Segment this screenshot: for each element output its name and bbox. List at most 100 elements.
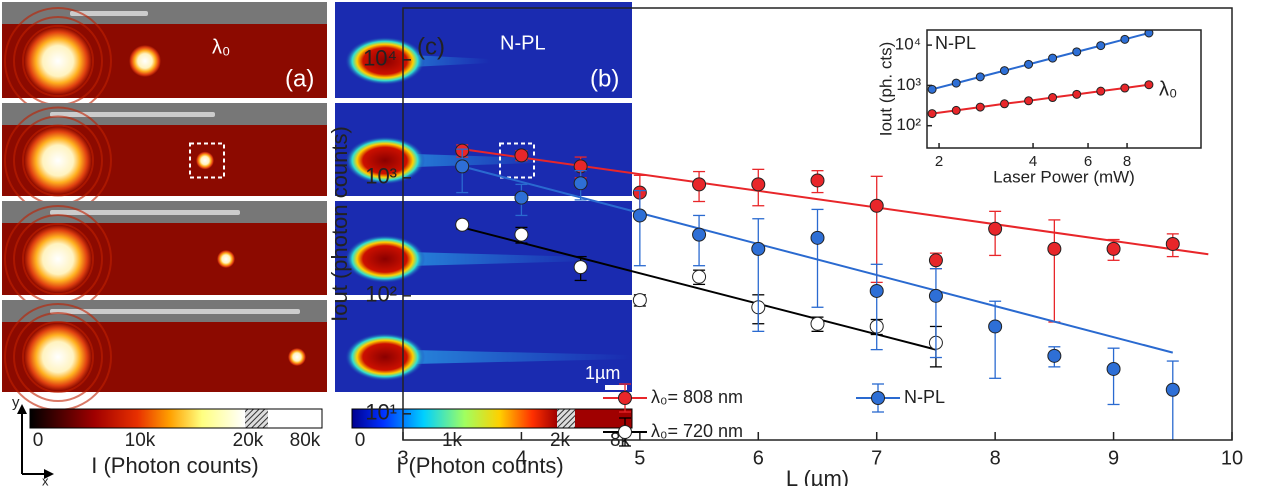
x-tick-label: 6 [1084,153,1092,170]
point [751,177,766,192]
point [692,227,707,242]
blob [345,333,425,381]
point [928,288,943,303]
colorbar-tick: 0 [33,430,44,451]
point [869,198,884,213]
x-tick-label: 2 [935,153,943,170]
point [1144,80,1154,90]
colorbar-tick: 20k [233,430,264,451]
blob [345,37,425,85]
roi-box [499,142,535,179]
colorbar-frame [29,408,323,429]
line [931,83,1150,115]
error-bar [633,189,646,267]
panel-label: λ₀ [212,36,230,58]
x-tick-label: 4 [516,447,527,469]
annotation: λ₀ [1159,78,1177,100]
wire [50,112,215,117]
colorbar-hatch [245,409,268,428]
colorbar-tick: 10k [125,430,156,451]
point [514,227,529,242]
wire [50,210,240,215]
colorbar-tick: 80k [290,430,321,451]
x-axis-label: Laser Power (mW) [993,167,1135,186]
point [927,109,937,119]
axes-indicator: y x [12,394,54,486]
point [1024,96,1034,106]
point [1024,59,1034,69]
panel-tag: (a) [285,65,314,92]
point [869,283,884,298]
x-tick-label: 7 [871,447,882,469]
colorbar [30,409,245,428]
point [1120,83,1130,93]
x-tick-label: 8 [990,447,1001,469]
point [1047,348,1062,363]
ring [13,312,103,402]
sem-strip [2,2,327,24]
point [927,84,937,94]
point [1096,86,1106,96]
spot [217,250,235,268]
point [1120,34,1130,44]
point [1048,53,1058,63]
colorbar-title: I (Photon counts) [396,453,564,478]
point [573,260,588,275]
line [931,32,1150,91]
spot [24,27,92,95]
point [988,221,1003,236]
legend-marker [618,391,632,405]
legend-marker [618,425,632,439]
error-bar [752,218,765,332]
y-axis-label: Iout (ph. cts) [876,42,895,136]
tail [370,251,590,267]
wire [50,309,300,314]
inset-background [927,30,1201,148]
plot-frame [926,29,1202,149]
point [1096,41,1106,51]
point [951,105,961,115]
error-bar [1048,219,1061,323]
ring [22,321,94,393]
point [1072,89,1082,99]
point [1047,241,1062,256]
point [573,176,588,191]
ring [22,124,94,197]
axis-indicator-label: x [42,473,49,486]
x-tick-label: 10 [1221,447,1243,469]
point [1144,30,1154,38]
image-panels [2,2,632,411]
point [951,78,961,88]
y-tick-label: 10² [896,115,921,134]
point [810,316,825,331]
x-tick-label: 6 [753,447,764,469]
y-tick-label: 10⁴ [895,35,921,54]
point [632,208,647,223]
point [514,148,529,163]
tail [370,349,630,365]
blob [345,235,425,283]
point [455,217,470,232]
legend-marker [871,391,885,405]
spot [24,126,92,195]
error-bar [1107,347,1120,406]
colorbar [575,409,632,428]
point [632,293,647,308]
point [988,319,1003,334]
fit-line [461,226,937,351]
colorbar-title: I (Photon counts) [91,453,259,478]
point [999,99,1009,109]
error-bar [811,208,824,308]
panel-tag: (c) [417,33,445,60]
y-tick-label: 10¹ [365,400,397,425]
colorbar-hatch [557,409,575,428]
x-tick-label: 8 [1123,153,1131,170]
y-tick-label: 10³ [365,164,397,189]
point [1048,93,1058,103]
plot-area [455,143,1209,440]
x-tick-label: 3 [397,447,408,469]
point [1165,236,1180,251]
point [999,66,1009,76]
spot [288,348,306,366]
